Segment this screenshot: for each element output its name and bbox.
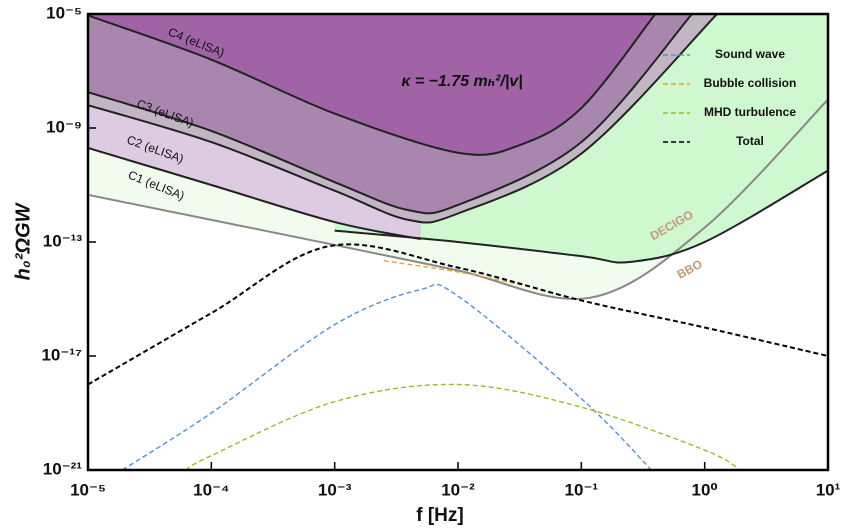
x-tick-label: 10⁻³: [318, 480, 352, 499]
spectrum-line: [383, 260, 521, 286]
y-tick-label: 10⁻²¹: [43, 459, 83, 478]
sensitivity-curve: [88, 98, 828, 300]
y-tick-label: 10⁻¹⁷: [41, 345, 82, 364]
y-tick-label: 10⁻⁵: [46, 3, 82, 22]
x-axis-label: f [Hz]: [416, 505, 463, 526]
sensitivity-curve: [334, 169, 828, 264]
plot-area: [88, 14, 828, 470]
annotation: κ = −1.75 mₕ²/|v|: [401, 73, 522, 90]
x-tick-label: 10⁻⁵: [70, 480, 106, 499]
sensitivity-curve: [88, 14, 718, 224]
sensitivity-region: [88, 14, 656, 155]
y-tick-label: 10⁻⁹: [46, 117, 82, 136]
legend-label: MHD turbulence: [704, 105, 796, 119]
spectrum-line: [122, 283, 652, 470]
legend-label: Total: [736, 134, 764, 148]
x-tick-label: 10⁻⁴: [193, 480, 229, 499]
y-tick-label: 10⁻¹³: [43, 231, 83, 250]
sensitivity-curve: [88, 14, 657, 156]
sensitivity-curve: [88, 14, 693, 215]
curve-label: BBO: [675, 257, 705, 282]
x-tick-label: 10⁰: [691, 480, 717, 499]
legend-label: Sound wave: [715, 47, 785, 61]
x-tick-label: 10⁻²: [441, 480, 475, 499]
sensitivity-curve: [88, 146, 422, 241]
spectrum-line: [88, 243, 828, 386]
x-tick-label: 10⁻¹: [565, 480, 599, 499]
x-tick-label: 10¹: [816, 480, 841, 499]
spectrum-line: [185, 383, 741, 470]
legend-label: Bubble collision: [704, 76, 797, 90]
y-axis-label: h₀²ΩGW: [12, 201, 34, 280]
